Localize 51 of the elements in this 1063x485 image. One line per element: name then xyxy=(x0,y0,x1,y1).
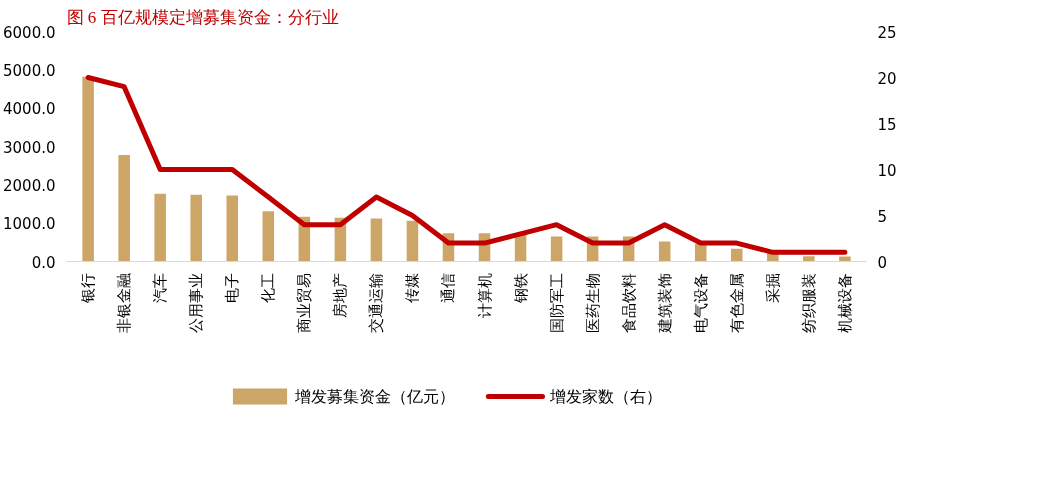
y2-tick-label: 20 xyxy=(877,69,897,88)
bar xyxy=(731,248,743,262)
x-tick-label: 机械设备 xyxy=(836,272,853,333)
x-tick-label: 非银金融 xyxy=(116,272,133,333)
y-tick-label: 3000.0 xyxy=(3,138,56,157)
x-tick-label: 商业贸易 xyxy=(296,272,313,333)
bar xyxy=(406,220,419,262)
bar xyxy=(550,236,563,262)
x-tick-label: 钢铁 xyxy=(512,272,529,304)
y-tick-label: 4000.0 xyxy=(3,100,56,119)
y2-tick-label: 15 xyxy=(877,115,897,134)
bar xyxy=(190,194,202,262)
y2-tick-label: 10 xyxy=(877,161,897,180)
x-tick-label: 公用事业 xyxy=(188,272,205,333)
bar xyxy=(370,218,383,262)
bar xyxy=(82,76,94,262)
y2-tick-label: 5 xyxy=(877,207,888,226)
x-tick-label: 采掘 xyxy=(764,272,781,303)
x-tick-label: 传媒 xyxy=(404,272,421,303)
bar xyxy=(262,211,275,262)
x-tick-label: 银行 xyxy=(80,272,97,304)
x-tick-label: 汽车 xyxy=(152,272,169,303)
y2-tick-label: 0 xyxy=(877,253,888,272)
x-tick-label: 国防军工 xyxy=(548,272,565,333)
bar xyxy=(226,195,239,262)
x-tick-label: 电子 xyxy=(224,272,241,303)
bar xyxy=(118,154,130,262)
bar xyxy=(694,243,707,262)
x-tick-label: 食品饮料 xyxy=(620,272,637,333)
legend-label: 增发募集资金（亿元） xyxy=(293,387,455,406)
y-tick-label: 0.0 xyxy=(31,253,56,272)
bar xyxy=(154,193,166,262)
x-tick-label: 计算机 xyxy=(476,272,493,318)
y-tick-label: 1000.0 xyxy=(3,215,56,234)
bar xyxy=(803,256,815,262)
bar xyxy=(658,241,671,262)
x-tick-label: 化工 xyxy=(260,272,277,303)
x-tick-label: 房地产 xyxy=(332,272,349,318)
x-tick-label: 交通运输 xyxy=(368,272,385,333)
x-tick-label: 医药生物 xyxy=(584,272,601,333)
x-tick-label: 电气设备 xyxy=(692,272,709,333)
chart-title: 图 6 百亿规模定增募集资金：分行业 xyxy=(66,7,339,27)
y-tick-label: 2000.0 xyxy=(3,176,56,195)
y-tick-label: 6000.0 xyxy=(3,23,56,42)
y2-tick-label: 25 xyxy=(877,23,897,42)
legend-label: 增发家数（右） xyxy=(549,387,663,406)
x-tick-label: 有色金属 xyxy=(728,272,745,333)
x-tick-label: 建筑装饰 xyxy=(656,272,673,334)
x-tick-label: 通信 xyxy=(440,272,457,303)
x-tick-label: 纺织服装 xyxy=(800,272,817,333)
y-tick-label: 5000.0 xyxy=(3,61,56,80)
